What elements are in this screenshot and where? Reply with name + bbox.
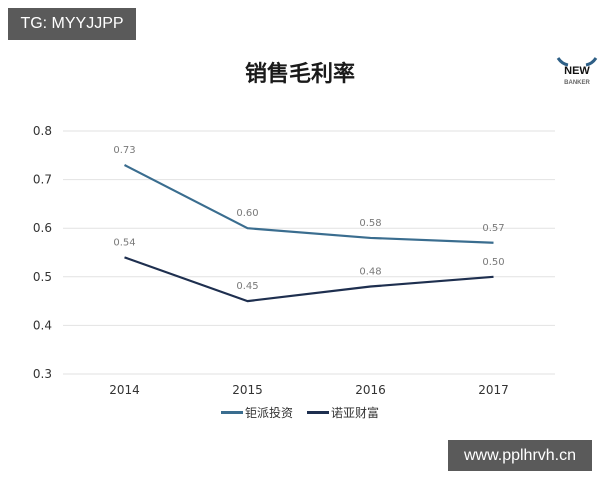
svg-text:BANKER: BANKER xyxy=(564,80,590,86)
x-tick-label: 2016 xyxy=(355,383,386,397)
data-label: 0.45 xyxy=(236,281,258,292)
y-tick-label: 0.4 xyxy=(33,318,52,332)
legend-item-series2: 诺亚财富 xyxy=(307,404,379,421)
x-tick-label: 2014 xyxy=(109,383,140,397)
data-label: 0.73 xyxy=(113,145,135,156)
data-label: 0.57 xyxy=(482,223,504,234)
data-label: 0.48 xyxy=(359,267,381,278)
x-tick-label: 2015 xyxy=(232,383,263,397)
series-line-2 xyxy=(124,256,494,303)
data-label: 0.50 xyxy=(482,257,504,268)
y-tick-label: 0.5 xyxy=(33,270,52,284)
data-label: 0.58 xyxy=(359,218,381,229)
y-tick-label: 0.7 xyxy=(33,173,52,187)
y-tick-label: 0.3 xyxy=(33,367,52,381)
watermark-top-left: TG: MYYJJPP xyxy=(8,8,136,40)
new-banker-logo-icon: NEW BANKER xyxy=(556,57,598,86)
legend-swatch-series1 xyxy=(220,411,243,414)
legend-swatch-series2 xyxy=(307,411,329,414)
legend: 钜派投资 诺亚财富 xyxy=(0,404,600,421)
svg-text:NEW: NEW xyxy=(564,65,590,77)
legend-item-series1: 钜派投资 xyxy=(220,404,293,421)
x-tick-label: 2017 xyxy=(478,383,509,397)
y-tick-label: 0.6 xyxy=(33,221,52,235)
series-line-1 xyxy=(123,164,494,244)
data-label: 0.54 xyxy=(113,237,135,248)
legend-label-series1: 钜派投资 xyxy=(244,406,293,420)
legend-label-series2: 诺亚财富 xyxy=(331,406,380,420)
data-label: 0.60 xyxy=(236,208,258,219)
watermark-bottom-right: www.pplhrvh.cn xyxy=(448,440,592,471)
chart-title: 销售毛利率 xyxy=(244,62,355,87)
y-tick-label: 0.8 xyxy=(33,124,52,138)
